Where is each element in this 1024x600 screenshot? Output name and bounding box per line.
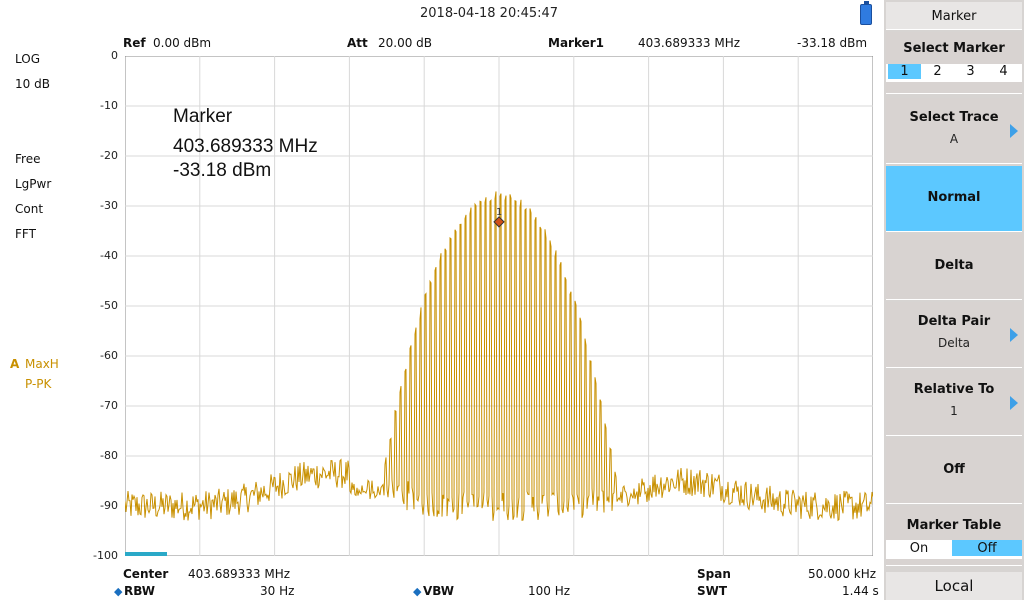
marker-1-diamond xyxy=(493,216,505,228)
submenu-arrow-icon xyxy=(1010,328,1018,342)
y-tick-label: 0 xyxy=(111,49,118,62)
trace-mode: MaxH xyxy=(25,357,59,371)
marker-table-off[interactable]: Off xyxy=(952,540,1022,556)
battery-cap xyxy=(864,1,869,5)
y-tick-label: -40 xyxy=(100,249,118,262)
relative-to-value: 1 xyxy=(950,404,958,418)
y-tick-label: -70 xyxy=(100,399,118,412)
submenu-arrow-icon xyxy=(1010,396,1018,410)
sweep-type: FFT xyxy=(15,227,36,241)
marker-table-toggle[interactable]: On Off xyxy=(886,540,1022,559)
marker-table-key[interactable]: Marker Table On Off xyxy=(886,506,1022,566)
y-tick-label: -80 xyxy=(100,449,118,462)
y-tick-label: -100 xyxy=(93,549,118,562)
ref-label: Ref xyxy=(123,36,146,50)
center-value: 403.689333 MHz xyxy=(188,567,291,581)
menu-title: Marker xyxy=(931,9,977,24)
trigger-mode: Free xyxy=(15,152,41,166)
swt-value: 1.44 s xyxy=(842,584,879,598)
rbw-label: RBW xyxy=(124,584,155,598)
select-trace-value: A xyxy=(949,132,959,146)
delta-title: Delta xyxy=(934,258,974,273)
marker-readout-level: -33.18 dBm xyxy=(173,160,272,181)
scale-div: 10 dB xyxy=(15,77,50,91)
marker-table-on[interactable]: On xyxy=(909,541,929,556)
att-label: Att xyxy=(347,36,368,50)
rbw-value: 30 Hz xyxy=(260,584,295,598)
y-tick-label: -60 xyxy=(100,349,118,362)
sweep-indicator xyxy=(125,552,167,556)
marker-freq: 403.689333 MHz xyxy=(638,36,741,50)
att-value: 20.00 dB xyxy=(378,36,433,50)
off-title: Off xyxy=(943,462,965,477)
ref-value: 0.00 dBm xyxy=(153,36,212,50)
marker-1-label: 1 xyxy=(496,207,502,218)
relative-to-key[interactable]: Relative To 1 xyxy=(886,370,1022,436)
marker-readout-title: Marker xyxy=(173,106,233,127)
relative-to-title: Relative To xyxy=(913,382,995,397)
marker-option-4[interactable]: 4 xyxy=(999,64,1008,79)
submenu-arrow-icon xyxy=(1010,124,1018,138)
select-trace-key[interactable]: Select Trace A xyxy=(886,98,1022,164)
normal-title: Normal xyxy=(927,190,981,205)
off-key[interactable]: Off xyxy=(886,438,1022,504)
marker-readout-freq: 403.689333 MHz xyxy=(173,136,318,157)
center-label: Center xyxy=(123,567,169,581)
trace-letter: A xyxy=(10,357,20,371)
trace-a-line xyxy=(125,191,873,522)
trace-detector: P-PK xyxy=(25,377,52,391)
spectrum-plot[interactable]: 1 xyxy=(125,56,873,556)
delta-key[interactable]: Delta xyxy=(886,234,1022,300)
battery-icon xyxy=(860,4,872,25)
y-tick-label: -50 xyxy=(100,299,118,312)
span-label: Span xyxy=(697,567,731,581)
normal-key[interactable]: Normal xyxy=(886,166,1022,232)
delta-pair-value: Delta xyxy=(937,336,970,350)
vbw-value: 100 Hz xyxy=(528,584,571,598)
marker-option-2[interactable]: 2 xyxy=(933,64,942,79)
y-tick-label: -30 xyxy=(100,199,118,212)
delta-pair-key[interactable]: Delta Pair Delta xyxy=(886,302,1022,368)
select-trace-title: Select Trace xyxy=(909,110,999,125)
y-tick-label: -10 xyxy=(100,99,118,112)
swt-label: SWT xyxy=(697,584,728,598)
y-tick-label: -90 xyxy=(100,499,118,512)
vbw-diamond-icon: ◆ xyxy=(413,585,422,598)
rbw-diamond-icon: ◆ xyxy=(114,585,123,598)
menu-title-box: Marker xyxy=(886,2,1022,30)
marker-option-3[interactable]: 3 xyxy=(966,64,975,79)
datetime: 2018-04-18 20:45:47 xyxy=(420,6,559,21)
local-key[interactable]: Local xyxy=(886,572,1022,600)
delta-pair-title: Delta Pair xyxy=(917,314,991,329)
marker-table-title: Marker Table xyxy=(906,518,1002,533)
local-label: Local xyxy=(934,577,974,595)
scale-type: LOG xyxy=(15,52,41,66)
span-value: 50.000 kHz xyxy=(808,567,877,581)
marker-option-1[interactable]: 1 xyxy=(888,64,921,79)
marker-level: -33.18 dBm xyxy=(797,36,868,50)
y-tick-label: -20 xyxy=(100,149,118,162)
sweep-mode: Cont xyxy=(15,202,44,216)
select-marker-title: Select Marker xyxy=(903,41,1005,56)
vbw-label: VBW xyxy=(423,584,455,598)
marker-label: Marker1 xyxy=(548,36,605,50)
detector-mode: LgPwr xyxy=(15,177,52,191)
